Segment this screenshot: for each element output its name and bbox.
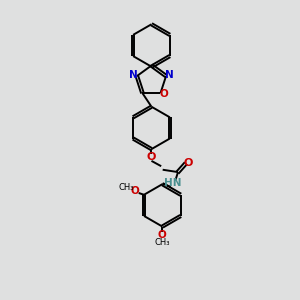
Text: N: N [165,70,174,80]
Text: CH₃: CH₃ [154,238,170,247]
Text: O: O [160,89,168,99]
Text: O: O [131,186,140,196]
Text: O: O [184,158,193,168]
Text: N: N [129,70,138,80]
Text: O: O [147,152,156,162]
Text: CH₃: CH₃ [118,183,134,192]
Text: HN: HN [164,178,182,188]
Text: O: O [158,230,167,240]
